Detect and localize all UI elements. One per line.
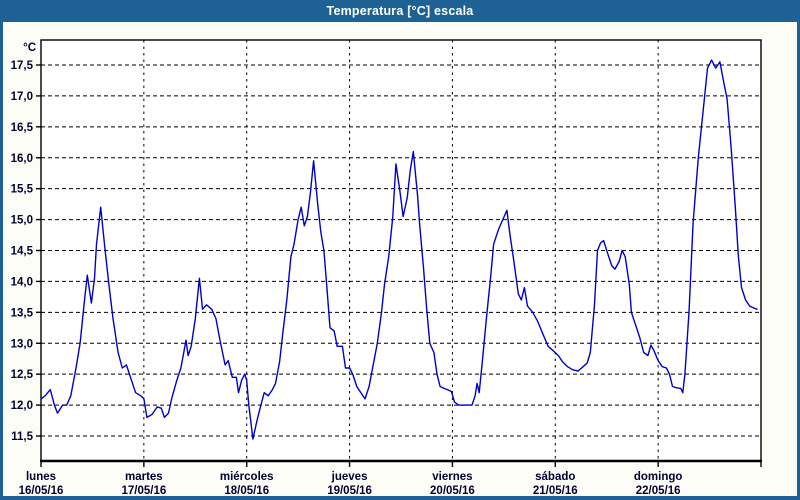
y-tick-label: 12,5 bbox=[11, 369, 34, 381]
y-tick-label: 14,5 bbox=[11, 246, 34, 258]
y-tick-label: 17,5 bbox=[11, 60, 34, 72]
x-day-name-label: jueves bbox=[331, 471, 368, 483]
x-day-name-label: viernes bbox=[432, 471, 472, 483]
x-day-date-label: 18/05/16 bbox=[224, 485, 269, 497]
x-day-name-label: domingo bbox=[634, 471, 683, 483]
y-axis-unit-label: °C bbox=[23, 42, 36, 54]
window-title: Temperatura [°C] escala bbox=[326, 4, 474, 18]
y-tick-label: 12,0 bbox=[11, 400, 33, 412]
x-day-date-label: 20/05/16 bbox=[430, 485, 475, 497]
y-tick-label: 13,0 bbox=[11, 338, 33, 350]
x-day-date-label: 17/05/16 bbox=[121, 485, 166, 497]
temperature-series-line bbox=[40, 59, 758, 440]
y-tick-label: 15,0 bbox=[11, 215, 33, 227]
window-border-bottom bbox=[0, 496, 800, 500]
y-tick-label: 17,0 bbox=[11, 91, 33, 103]
window-titlebar: Temperatura [°C] escala bbox=[0, 0, 800, 22]
x-day-date-label: 22/05/16 bbox=[636, 485, 681, 497]
y-tick-label: 15,5 bbox=[11, 184, 34, 196]
x-day-name-label: lunes bbox=[26, 471, 56, 483]
x-day-date-label: 19/05/16 bbox=[327, 485, 372, 497]
y-tick-label: 14,0 bbox=[11, 276, 33, 288]
x-day-name-label: miércoles bbox=[220, 471, 274, 483]
window-border-left bbox=[0, 22, 3, 500]
y-grid-and-labels: 17,5 17,0 16,5 16,0 15,5 15,0 14,5 14,0 13,5 13,0… bbox=[11, 60, 761, 443]
y-tick-label: 16,5 bbox=[11, 122, 34, 134]
x-day-name-label: sábado bbox=[535, 471, 575, 483]
x-day-date-label: 16/05/16 bbox=[19, 485, 64, 497]
y-tick-label: 16,0 bbox=[11, 153, 33, 165]
x-day-name-label: martes bbox=[125, 471, 163, 483]
x-day-date-label: 21/05/16 bbox=[533, 485, 578, 497]
y-tick-label: 11,5 bbox=[11, 431, 33, 443]
y-tick-label: 13,5 bbox=[11, 307, 34, 319]
window-border-right bbox=[797, 22, 800, 500]
